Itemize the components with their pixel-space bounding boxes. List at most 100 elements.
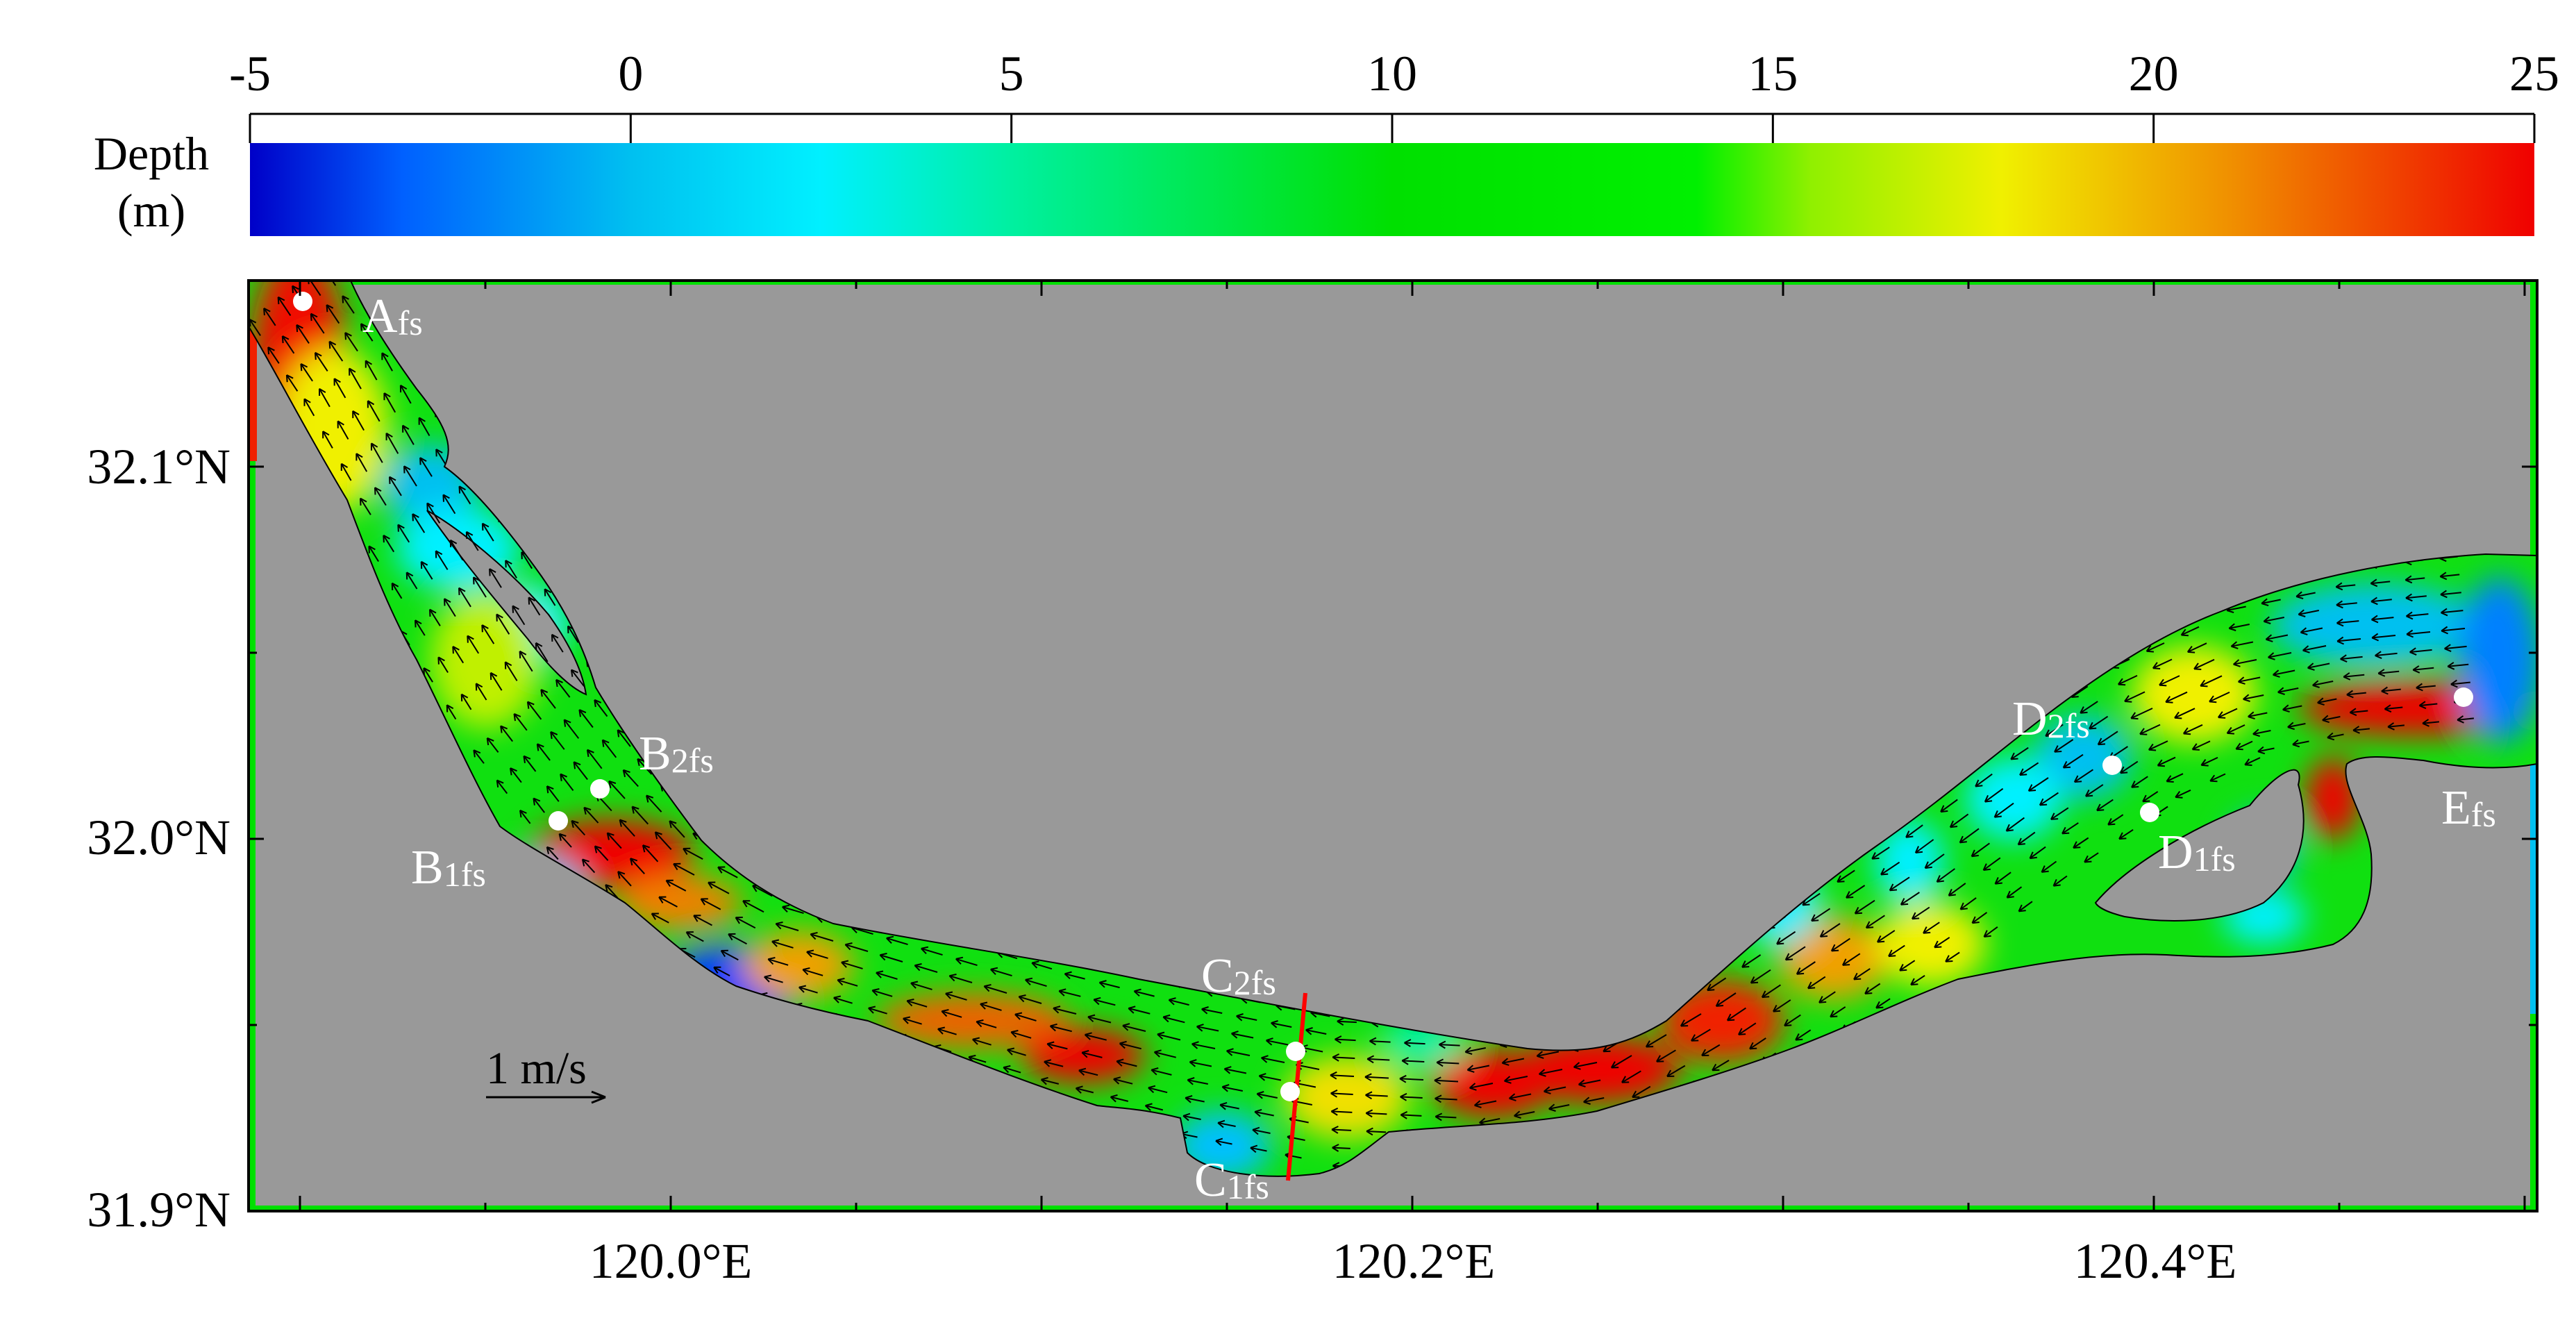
velocity-arrow xyxy=(1877,935,1882,943)
velocity-arrow xyxy=(658,897,664,903)
velocity-arrow xyxy=(2085,784,2104,797)
velocity-arrow xyxy=(344,332,346,340)
velocity-arrow xyxy=(1925,853,1945,869)
velocity-arrow xyxy=(1271,1020,1278,1024)
velocity-arrow xyxy=(2336,622,2344,627)
velocity-arrow xyxy=(1701,1044,1721,1056)
velocity-arrow xyxy=(1113,1078,1133,1085)
velocity-arrow xyxy=(2444,645,2467,650)
velocity-arrow xyxy=(2444,644,2451,649)
velocity-arrow xyxy=(623,769,630,774)
velocity-arrow xyxy=(2209,773,2226,782)
velocity-arrow xyxy=(2152,662,2158,669)
velocity-arrow xyxy=(2381,690,2389,695)
velocity-arrow xyxy=(637,758,653,775)
velocity-arrow xyxy=(1400,1096,1423,1099)
velocity-arrow xyxy=(540,689,549,694)
velocity-arrow xyxy=(2006,829,2014,832)
velocity-arrow xyxy=(505,560,517,578)
velocity-arrow xyxy=(1749,1042,1754,1049)
velocity-arrow xyxy=(1864,983,1881,994)
velocity-arrow xyxy=(2108,823,2116,826)
velocity-arrow xyxy=(519,809,527,814)
velocity-arrow xyxy=(1871,847,1890,860)
velocity-arrow xyxy=(2340,654,2347,660)
velocity-arrow xyxy=(2409,651,2417,656)
velocity-arrow xyxy=(368,545,379,562)
velocity-arrow xyxy=(921,948,927,954)
velocity-arrow xyxy=(504,662,507,669)
velocity-arrow xyxy=(937,1028,957,1035)
velocity-arrow xyxy=(1224,1066,1232,1070)
velocity-arrow xyxy=(1837,875,1841,883)
velocity-arrow xyxy=(466,531,474,536)
velocity-arrow xyxy=(533,798,535,806)
velocity-arrow xyxy=(328,341,331,349)
velocity-arrow xyxy=(2349,708,2357,713)
velocity-arrow xyxy=(841,962,847,968)
velocity-arrow xyxy=(2175,791,2181,798)
velocity-arrow xyxy=(1578,1079,1585,1085)
scale-arrowhead xyxy=(591,1090,606,1104)
velocity-arrow xyxy=(1875,1001,1880,1008)
velocity-arrow xyxy=(2230,641,2238,647)
velocity-arrow xyxy=(540,689,543,697)
velocity-arrow xyxy=(2052,878,2057,887)
velocity-arrow xyxy=(1945,955,1950,962)
velocity-arrow xyxy=(594,699,608,717)
velocity-arrow xyxy=(221,342,228,345)
velocity-arrow xyxy=(1701,1049,1707,1056)
velocity-arrow xyxy=(1330,1110,1338,1116)
velocity-arrow xyxy=(419,457,427,462)
velocity-arrow xyxy=(536,744,540,751)
velocity-arrow xyxy=(235,331,236,337)
velocity-arrow xyxy=(2174,711,2180,719)
velocity-arrow xyxy=(1948,883,1966,897)
velocity-arrow xyxy=(578,709,594,728)
velocity-arrow xyxy=(968,1054,976,1058)
velocity-arrow xyxy=(2084,855,2089,862)
velocity-arrow xyxy=(1231,1033,1238,1039)
velocity-arrow xyxy=(1261,1055,1269,1059)
velocity-arrow xyxy=(2268,652,2292,658)
velocity-arrow xyxy=(1144,1105,1151,1111)
velocity-arrow xyxy=(2302,645,2327,651)
velocity-arrow xyxy=(489,568,502,588)
velocity-arrow xyxy=(845,944,869,952)
velocity-arrow xyxy=(2441,628,2466,632)
velocity-arrow xyxy=(1479,1117,1486,1124)
station-marker-d1 xyxy=(2140,803,2159,822)
velocity-arrow xyxy=(686,931,704,942)
velocity-arrow xyxy=(1439,1044,1446,1049)
velocity-arrow xyxy=(806,951,812,958)
velocity-arrow xyxy=(594,699,602,703)
velocity-arrow xyxy=(1960,908,1968,910)
velocity-arrow xyxy=(2238,676,2245,683)
velocity-arrow xyxy=(2039,798,2044,806)
velocity-arrow xyxy=(2175,797,2183,799)
velocity-arrow xyxy=(1053,1007,1077,1015)
velocity-arrow xyxy=(1846,885,1866,899)
velocity-arrow xyxy=(2096,803,2101,811)
velocity-arrow xyxy=(475,683,487,701)
velocity-arrow xyxy=(473,749,485,764)
velocity-arrow xyxy=(1128,1008,1151,1015)
velocity-arrow xyxy=(980,1001,988,1005)
velocity-arrow xyxy=(1837,881,1845,883)
velocity-arrow xyxy=(2447,665,2455,670)
velocity-arrow xyxy=(446,704,454,710)
velocity-arrow xyxy=(1180,1133,1198,1138)
velocity-arrow xyxy=(803,967,810,971)
velocity-arrow xyxy=(646,795,649,803)
velocity-arrow xyxy=(315,352,328,372)
velocity-arrow xyxy=(1509,1097,1516,1101)
velocity-arrow xyxy=(1439,1044,1460,1047)
velocity-arrow xyxy=(837,979,844,986)
velocity-arrow xyxy=(1984,787,2004,803)
velocity-arrow xyxy=(2336,602,2357,606)
velocity-arrow xyxy=(2298,613,2306,617)
velocity-arrow xyxy=(2327,732,2334,738)
velocity-arrow xyxy=(368,545,376,551)
velocity-arrow xyxy=(1266,1037,1273,1042)
velocity-arrow xyxy=(573,762,576,769)
